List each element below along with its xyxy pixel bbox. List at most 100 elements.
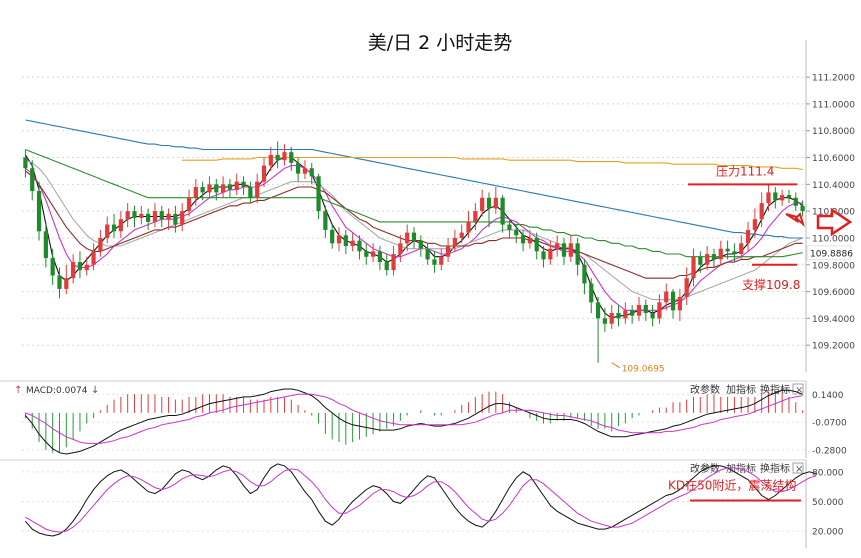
candle-body: [316, 176, 321, 212]
candle-body: [23, 157, 28, 169]
candle-body: [405, 232, 410, 244]
low-marker-line: [611, 362, 620, 369]
candle-body: [411, 232, 417, 241]
candle-body: [425, 248, 430, 260]
price-tick-label: 111.0000: [812, 100, 855, 110]
kd-annotation-label: KD在50附近，震荡结构: [668, 477, 796, 492]
candle-body: [466, 221, 471, 233]
price-tick-label: 109.8000: [812, 261, 855, 271]
candle-body: [636, 304, 642, 316]
candle-body: [180, 211, 185, 225]
kd-tick-label: 80.000: [812, 468, 844, 478]
down-arrow-icon: ↓: [91, 385, 99, 396]
candle-body: [711, 254, 717, 260]
candle-body: [657, 302, 662, 319]
close-icon: ×: [795, 385, 803, 396]
price-tick-label: 110.8000: [812, 127, 855, 137]
candle-body: [261, 165, 267, 182]
candle-body: [50, 258, 55, 276]
candle-body: [146, 213, 151, 222]
candle-body: [452, 237, 458, 246]
price-tick-label: 111.2000: [812, 74, 855, 84]
candle-body: [234, 181, 239, 190]
last-price-box: [806, 245, 852, 261]
candle-body: [268, 154, 273, 166]
kd-tick-label: 50.000: [812, 498, 844, 508]
kd-tick-label: 20.000: [812, 528, 844, 538]
candle-body: [602, 318, 608, 324]
candle-body: [445, 246, 451, 257]
candle-body: [486, 197, 492, 209]
price-tick-label: 109.2000: [812, 342, 855, 352]
candle-body: [57, 275, 62, 289]
candle-body: [718, 248, 723, 260]
macd-tick-label: -0.2800: [812, 447, 847, 457]
candle-body: [255, 181, 260, 198]
candle-body: [650, 313, 655, 319]
candle-body: [473, 211, 478, 222]
candle-body: [527, 237, 533, 244]
candle-body: [275, 154, 280, 161]
candle-body: [480, 197, 485, 212]
close-icon: ×: [795, 464, 803, 475]
low-marker-label: 109.0695: [622, 365, 665, 375]
candle-body: [248, 187, 253, 198]
candle-body: [534, 237, 539, 252]
macd-dif-line: [25, 388, 803, 455]
candle-body: [800, 205, 805, 212]
candle-body: [336, 235, 342, 244]
kd-toolbar-item: 换指标: [760, 462, 790, 475]
support-label: 支撑109.8: [742, 277, 800, 292]
candle-body: [139, 213, 144, 218]
candle-body: [684, 278, 689, 297]
candle-body: [568, 243, 573, 257]
candle-body: [43, 231, 48, 259]
candle-body: [377, 251, 383, 263]
moving-average-line: [25, 170, 803, 279]
candle-body: [111, 224, 117, 232]
candle-body: [623, 310, 628, 319]
candle-body: [398, 243, 403, 255]
candle-body: [132, 211, 137, 218]
candle-body: [282, 152, 287, 161]
candle-body: [309, 168, 314, 177]
candle-body: [745, 229, 751, 244]
macd-panel: MACD:0.0074↑ ↓ 改参数 加指标 换指标 × 0.1400-0.0700-0.2…: [0, 380, 847, 458]
price-tick-label: 109.6000: [812, 288, 855, 298]
candle-body: [343, 235, 348, 246]
candle-body: [302, 168, 308, 174]
candle-body: [418, 240, 423, 249]
candle-body: [732, 251, 737, 255]
candle-body: [36, 191, 42, 232]
down-arrow-icon: [785, 212, 805, 227]
price-tick-label: 110.0000: [812, 234, 855, 244]
candle-body: [357, 240, 362, 252]
candle-body: [84, 264, 89, 271]
candle-body: [241, 181, 246, 188]
candle-body: [30, 168, 35, 192]
candle-body: [432, 259, 437, 265]
candle-body: [193, 187, 198, 198]
candle-body: [173, 213, 178, 225]
candle-body: [555, 243, 560, 249]
candle-body: [166, 213, 171, 220]
candle-body: [514, 229, 519, 236]
price-tick-label: 110.4000: [812, 181, 855, 191]
resistance-label: 压力111.4: [716, 164, 774, 178]
candle-body: [125, 211, 130, 220]
candle-body: [323, 211, 328, 230]
candle-body: [459, 232, 464, 238]
chart-title: 美/日 2 小时走势: [368, 32, 513, 54]
candle-body: [295, 162, 301, 174]
candle-body: [105, 224, 110, 238]
price-panel: 111.2000 111.0000 110.8000 110.6000 110.4000…: [22, 40, 855, 375]
moving-average-line: [25, 119, 803, 239]
candle-body: [98, 237, 103, 252]
kd-close-box: [792, 462, 804, 474]
price-tick-label: 109.4000: [812, 315, 855, 325]
candle-body: [582, 264, 587, 284]
candle-body: [643, 304, 648, 314]
